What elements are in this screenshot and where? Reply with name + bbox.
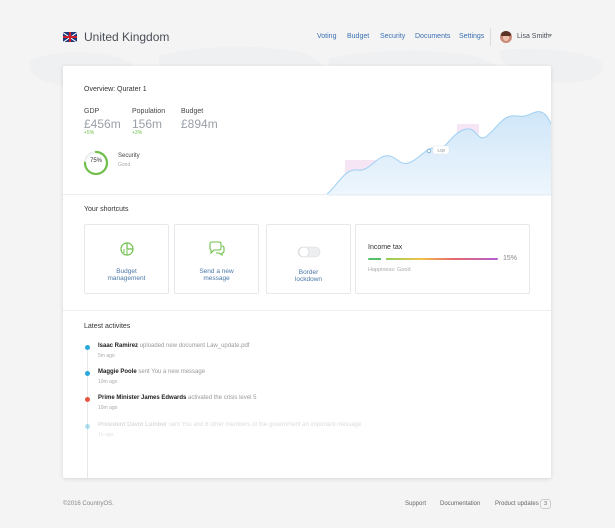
activity-time: 10m ago [98,379,118,385]
copyright: ©2016 CountryOS. [63,501,114,507]
nav-budget[interactable]: Budget [347,33,370,40]
income-tax-tile[interactable]: Income tax 15% Happiness: Good [355,224,530,294]
tile-label-line2: management [107,275,146,282]
stat-gdp-label: GDP [84,108,100,115]
activity-text: uploaded new document Law_update.pdf [139,343,250,349]
tile-label-line2: message [203,275,230,282]
chart-point [426,148,432,154]
activity-actor[interactable]: Isaac Ramirez [98,343,139,349]
border-lockdown-tile[interactable]: Border lockdown [266,224,351,294]
stat-population-delta: +3% [132,130,143,136]
chat-bubbles-icon [209,241,225,257]
activity-text: sent You and 8 other members of the gove… [168,422,362,428]
chart-tooltip-text: 1,2pt [437,149,445,153]
activity-dot [85,397,90,402]
security-percent: 75% [89,158,102,164]
security-status: Good [118,162,131,168]
activity-time: 1h ago [98,432,114,438]
tile-label-line1: Budget [116,268,137,275]
send-message-tile[interactable]: Send a new message [174,224,259,294]
chart-line [327,111,551,195]
nav-security[interactable]: Security [380,33,406,40]
tile-label-line2: lockdown [294,276,323,283]
section-divider [63,310,551,311]
nav-settings[interactable]: Settings [459,33,485,40]
chart-tooltip-box [432,145,450,155]
footer-link-support[interactable]: Support [405,501,427,507]
pie-chart-icon [120,242,134,256]
footer-link-documentation[interactable]: Documentation [440,501,481,507]
stat-population-label: Population [132,108,166,115]
avatar[interactable] [500,31,512,43]
activity-time: 10m ago [98,405,118,411]
activity-dot [85,345,90,350]
stat-budget-label: Budget [181,108,204,115]
activities-title: Latest activites [84,323,131,330]
stat-gdp-delta: +5% [84,130,95,136]
tile-label-line1: Border [298,269,319,276]
footer-link-product-updates[interactable]: Product updates [495,501,539,507]
income-tax-percent: 15% [503,255,518,262]
country-title: United Kingdom [84,30,170,44]
overview-title: Overview: Qurater 1 [84,86,147,93]
timeline-line [87,346,88,478]
income-tax-slider[interactable] [368,258,498,260]
happiness-status: Happiness: Good [368,267,411,273]
user-name[interactable]: Lisa Smith [517,33,550,40]
top-header: United Kingdom Voting Budget Security Do… [0,0,615,66]
stat-budget-value: £894m [181,117,218,131]
nav-divider [490,28,491,46]
income-tax-title: Income tax [368,244,403,251]
activity-text: sent You a new message [138,369,206,375]
security-label: Security [118,153,140,159]
shortcuts-title: Your shortcuts [84,206,129,213]
activity-dot [85,424,90,429]
stat-gdp-value: £456m [84,117,121,131]
overview-area-chart: 1,2pt [327,111,551,196]
activity-actor[interactable]: Maggie Poole [98,369,137,375]
security-ring [83,150,109,176]
updates-count-badge: 3 [540,499,551,509]
section-divider [63,194,551,195]
budget-management-tile[interactable]: Budget management [84,224,169,294]
nav-voting[interactable]: Voting [317,33,337,40]
toggle-icon[interactable] [297,245,321,259]
dashboard-card: Overview: Qurater 1 GDP £456m +5% Popula… [63,66,551,478]
chevron-down-icon[interactable]: ▼ [548,33,553,39]
activity-dot [85,371,90,376]
activity-actor[interactable]: Prime Minister James Edwards [98,395,187,401]
activity-actor[interactable]: President David Lumber [98,422,168,428]
stat-population-value: 156m [132,117,163,131]
activity-text: activated the crisis level 5 [188,395,257,401]
nav-documents[interactable]: Documents [415,33,451,40]
uk-flag-icon [63,32,77,42]
tile-label-line1: Send a new [199,268,234,275]
activity-time: 5m ago [98,353,115,359]
